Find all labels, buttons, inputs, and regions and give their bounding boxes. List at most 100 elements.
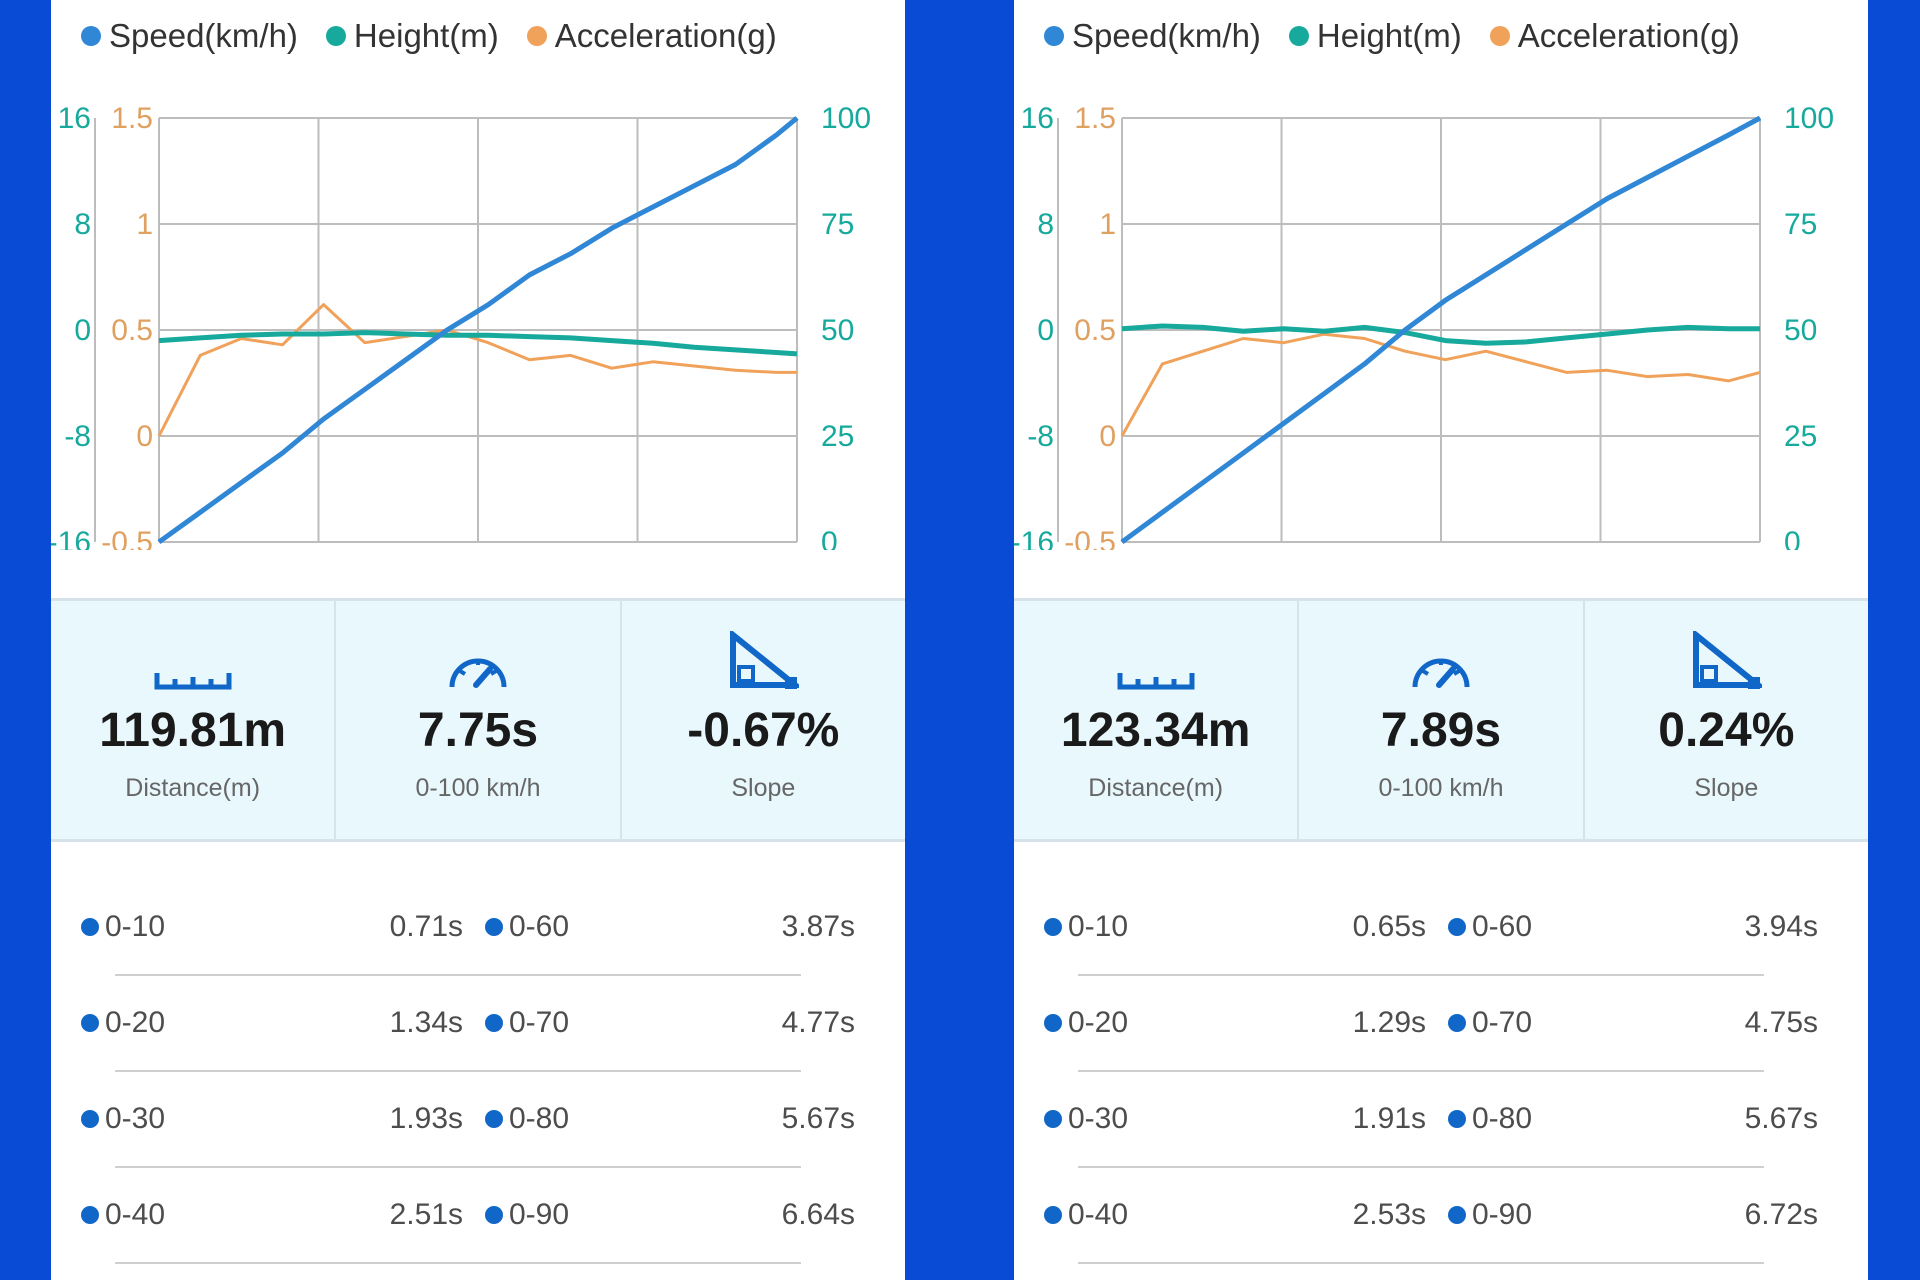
stat-slope: 0.24% Slope [1585,601,1868,839]
legend-dot [325,26,346,46]
split-dot [1448,1206,1466,1224]
height-tick-label: -16 [51,526,91,550]
legend-label: Speed(km/h) [1072,17,1261,54]
split-label-text: 0-40 [105,1198,166,1231]
split-label-text: 0-60 [509,910,570,943]
split-time: 2.51s [389,1198,463,1231]
split-dot [485,1014,503,1032]
split-label-text: 0-40 [1068,1198,1129,1231]
split-label: 0-90 [1448,1198,1532,1232]
legend-label: Acceleration(g) [554,17,777,54]
split-dot [1044,1014,1062,1032]
split-time: 1.29s [1352,1006,1426,1039]
chart-legend: Speed(km/h) Height(m) Acceleration(g) [1014,14,1868,58]
legend-item-height[interactable]: Height(m) [1288,17,1462,55]
split-time: 0.71s [389,910,463,943]
speed-tick-label: 50 [821,314,854,347]
speedometer-icon [1409,625,1473,691]
accel-tick-label: -0.5 [101,526,153,550]
split-row: 0-40 2.53s 0-90 6.72s [1014,1168,1868,1264]
split-row: 0-10 0.65s 0-60 3.94s [1014,880,1868,976]
accel-tick-label: 0 [136,420,153,453]
split-times-list: 0-10 0.71s 0-60 3.87s 0-20 1.34s 0-70 4.… [51,880,905,1264]
split-label: 0-70 [485,1006,569,1040]
split-label: 0-60 [1448,910,1532,944]
split-row: 0-20 1.29s 0-70 4.75s [1014,976,1868,1072]
split-label-text: 0-10 [1068,910,1129,943]
stat-value: 123.34m [1060,704,1251,757]
split-label: 0-90 [485,1198,569,1232]
split-time: 1.93s [389,1102,463,1135]
stat-label: Distance(m) [1088,774,1224,802]
accel-tick-label: 1 [1099,208,1116,241]
legend-item-speed[interactable]: Speed(km/h) [81,17,298,55]
speedometer-icon [446,625,510,691]
stats-bar: 119.81m Distance(m) 7.75s 0-100 km/h [51,598,905,842]
speed-tick-label: 75 [1784,208,1817,241]
performance-chart: 16 1.5 100 8 1 75 0 0.5 50 -8 0 25 -16 -0.5 0 [1014,80,1868,550]
split-times-list: 0-10 0.65s 0-60 3.94s 0-20 1.29s 0-70 4.… [1014,880,1868,1264]
split-label: 0-80 [1448,1102,1532,1136]
split-label-text: 0-90 [1472,1198,1533,1231]
stat-label: 0-100 km/h [415,774,541,802]
split-label: 0-40 [81,1198,165,1232]
legend-label: Height(m) [1316,17,1462,54]
height-tick-label: 0 [1037,314,1054,347]
split-time: 5.67s [1744,1102,1818,1135]
result-panel-left: Speed(km/h) Height(m) Acceleration(g) 16… [51,0,905,1280]
stat-zero-to-hundred: 7.89s 0-100 km/h [1299,601,1585,839]
split-label-text: 0-90 [509,1198,570,1231]
stat-slope: -0.67% Slope [622,601,905,839]
split-dot [81,1014,99,1032]
split-label: 0-20 [1044,1006,1128,1040]
legend-item-height[interactable]: Height(m) [325,17,499,55]
split-time: 5.67s [781,1102,855,1135]
legend-dot [526,26,547,46]
split-dot [1044,918,1062,936]
legend-label: Acceleration(g) [1517,17,1740,54]
height-tick-label: 0 [74,314,91,347]
height-tick-label: 8 [74,208,91,241]
split-time: 6.72s [1744,1198,1818,1231]
accel-tick-label: 1.5 [111,102,153,135]
split-dot [81,1110,99,1128]
split-row: 0-20 1.34s 0-70 4.77s [51,976,905,1072]
split-label-text: 0-70 [509,1006,570,1039]
split-row: 0-30 1.93s 0-80 5.67s [51,1072,905,1168]
split-label-text: 0-60 [1472,910,1533,943]
height-tick-label: 8 [1037,208,1054,241]
split-time: 3.87s [781,910,855,943]
result-panel-right: Speed(km/h) Height(m) Acceleration(g) 16… [1014,0,1868,1280]
speed-tick-label: 100 [1784,102,1834,135]
height-tick-label: 16 [58,102,91,135]
split-time: 0.65s [1352,910,1426,943]
stat-label: 0-100 km/h [1378,774,1504,802]
legend-dot [1288,26,1309,46]
legend-dot [81,26,101,46]
split-dot [1448,1014,1466,1032]
stat-zero-to-hundred: 7.75s 0-100 km/h [336,601,622,839]
legend-dot [1044,26,1064,46]
split-time: 4.75s [1744,1006,1818,1039]
split-time: 1.91s [1352,1102,1426,1135]
split-label: 0-10 [81,910,165,944]
legend-dot [1489,26,1510,46]
legend-item-speed[interactable]: Speed(km/h) [1044,17,1261,55]
split-time: 2.53s [1352,1198,1426,1231]
split-label-text: 0-30 [1068,1102,1129,1135]
split-label: 0-30 [81,1102,165,1136]
accel-tick-label: 1.5 [1074,102,1116,135]
split-label-text: 0-30 [105,1102,166,1135]
ruler-icon [154,625,232,691]
split-label: 0-70 [1448,1006,1532,1040]
speed-tick-label: 25 [821,420,854,453]
split-dot [485,1110,503,1128]
performance-chart-svg: 16 1.5 100 8 1 75 0 0.5 50 -8 0 25 -16 -0.5 0 [1014,102,1834,550]
legend-item-acceleration[interactable]: Acceleration(g) [526,17,777,55]
speed-series-line [1120,115,1762,545]
legend-item-acceleration[interactable]: Acceleration(g) [1489,17,1740,55]
legend-label: Speed(km/h) [109,17,298,54]
split-label-text: 0-80 [509,1102,570,1135]
height-tick-label: 16 [1021,102,1054,135]
split-dot [485,1206,503,1224]
